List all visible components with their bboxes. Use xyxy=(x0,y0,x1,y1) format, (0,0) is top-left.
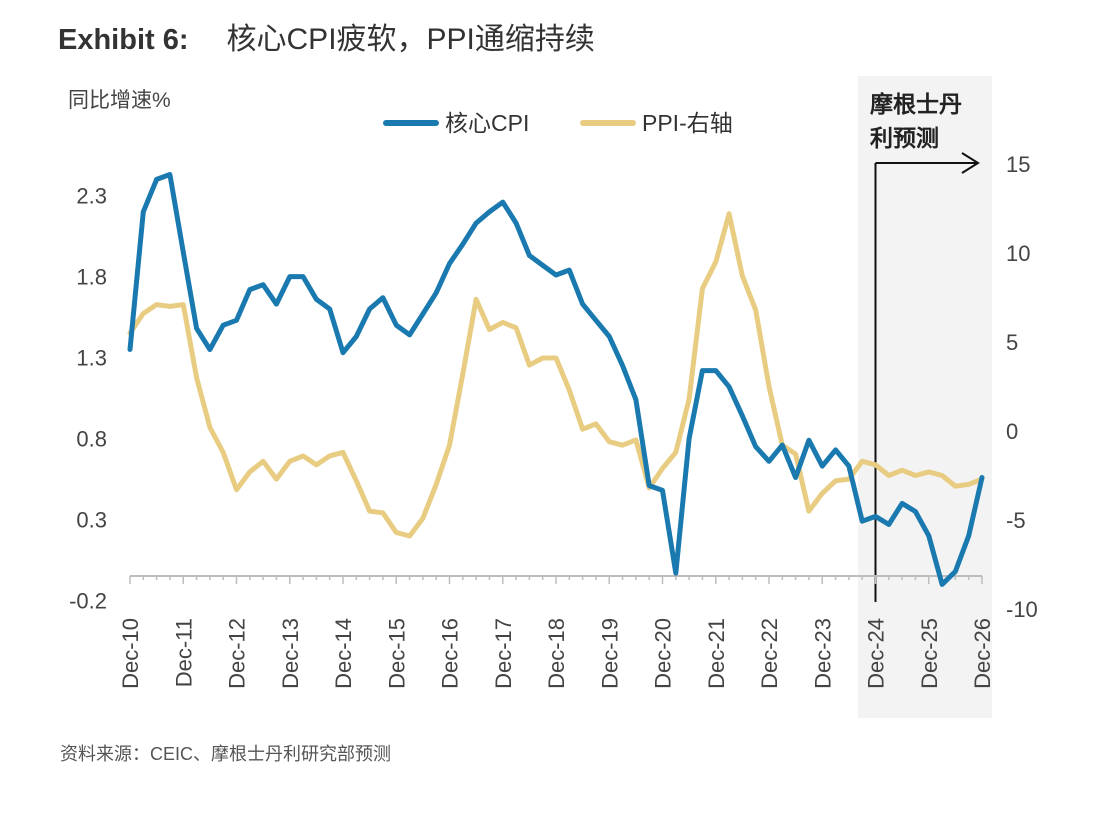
x-tick-label: Dec-21 xyxy=(704,618,729,689)
y-axis-left-label: 同比增速% xyxy=(68,89,171,112)
title-row: Exhibit 6: 核心CPI疲软，PPI通缩持续 xyxy=(58,14,595,66)
x-tick-label: Dec-16 xyxy=(438,618,463,689)
y-left-tick-label: -0.2 xyxy=(69,589,107,614)
x-tick-label: Dec-15 xyxy=(384,618,409,689)
x-tick-label: Dec-17 xyxy=(491,618,516,689)
y-left-tick-label: 0.3 xyxy=(76,508,107,533)
legend-label: PPI-右轴 xyxy=(642,110,733,136)
forecast-region xyxy=(858,76,992,718)
x-tick-label: Dec-26 xyxy=(970,618,995,689)
x-tick-label: Dec-13 xyxy=(278,618,303,689)
x-tick-label: Dec-24 xyxy=(864,618,889,689)
y-right-tick-label: 10 xyxy=(1006,241,1030,266)
y-right-tick-label: -5 xyxy=(1006,508,1026,533)
chart-title: 核心CPI疲软，PPI通缩持续 xyxy=(226,23,595,56)
x-tick-label: Dec-19 xyxy=(597,618,622,689)
x-tick-label: Dec-23 xyxy=(810,618,835,689)
forecast-arrow-head-icon xyxy=(961,152,980,174)
forecast-label-line1: 摩根士丹 xyxy=(870,91,962,117)
y-left-tick-label: 2.3 xyxy=(76,184,107,209)
y-right-tick-label: 5 xyxy=(1006,330,1018,355)
x-tick-label: Dec-12 xyxy=(225,618,250,689)
series-layer xyxy=(127,172,985,587)
y-right-tick-label: -10 xyxy=(1006,597,1038,622)
legend-label: 核心CPI xyxy=(445,110,529,136)
y-left-tick-label: 1.3 xyxy=(76,346,107,371)
x-tick-label: Dec-20 xyxy=(651,618,676,689)
source-note: 资料来源：CEIC、摩根士丹利研究部预测 xyxy=(60,744,392,764)
legend: 核心CPI PPI-右轴 xyxy=(383,110,733,136)
y-left-axis: 2.3 1.8 1.3 0.8 0.3 -0.2 xyxy=(69,184,107,614)
y-right-axis: 15 10 5 0 -5 -10 xyxy=(1006,152,1038,622)
series-line-ppi xyxy=(127,211,985,539)
x-tick-label: Dec-14 xyxy=(331,618,356,689)
exhibit-label: Exhibit 6: xyxy=(58,24,189,56)
y-right-tick-label: 15 xyxy=(1006,152,1030,177)
x-tick-label: Dec-22 xyxy=(757,618,782,689)
x-tick-label: Dec-25 xyxy=(917,618,942,689)
chart-canvas: Dec-10 Dec-11 Dec-12 Dec-13 Dec-14 Dec-15 Dec-… xyxy=(68,76,1038,718)
x-tick-label: Dec-10 xyxy=(118,618,143,689)
x-axis: Dec-10 Dec-11 Dec-12 Dec-13 Dec-14 Dec-15 Dec-… xyxy=(118,575,995,689)
x-tick-label: Dec-18 xyxy=(544,618,569,689)
forecast-label-line2: 利预测 xyxy=(870,125,939,151)
y-left-tick-label: 0.8 xyxy=(76,427,107,452)
forecast-shade xyxy=(858,76,992,718)
x-tick-label: Dec-11 xyxy=(171,618,196,687)
y-right-tick-label: 0 xyxy=(1006,419,1018,444)
series-line-core-cpi xyxy=(127,172,985,587)
y-left-tick-label: 1.8 xyxy=(76,265,107,290)
